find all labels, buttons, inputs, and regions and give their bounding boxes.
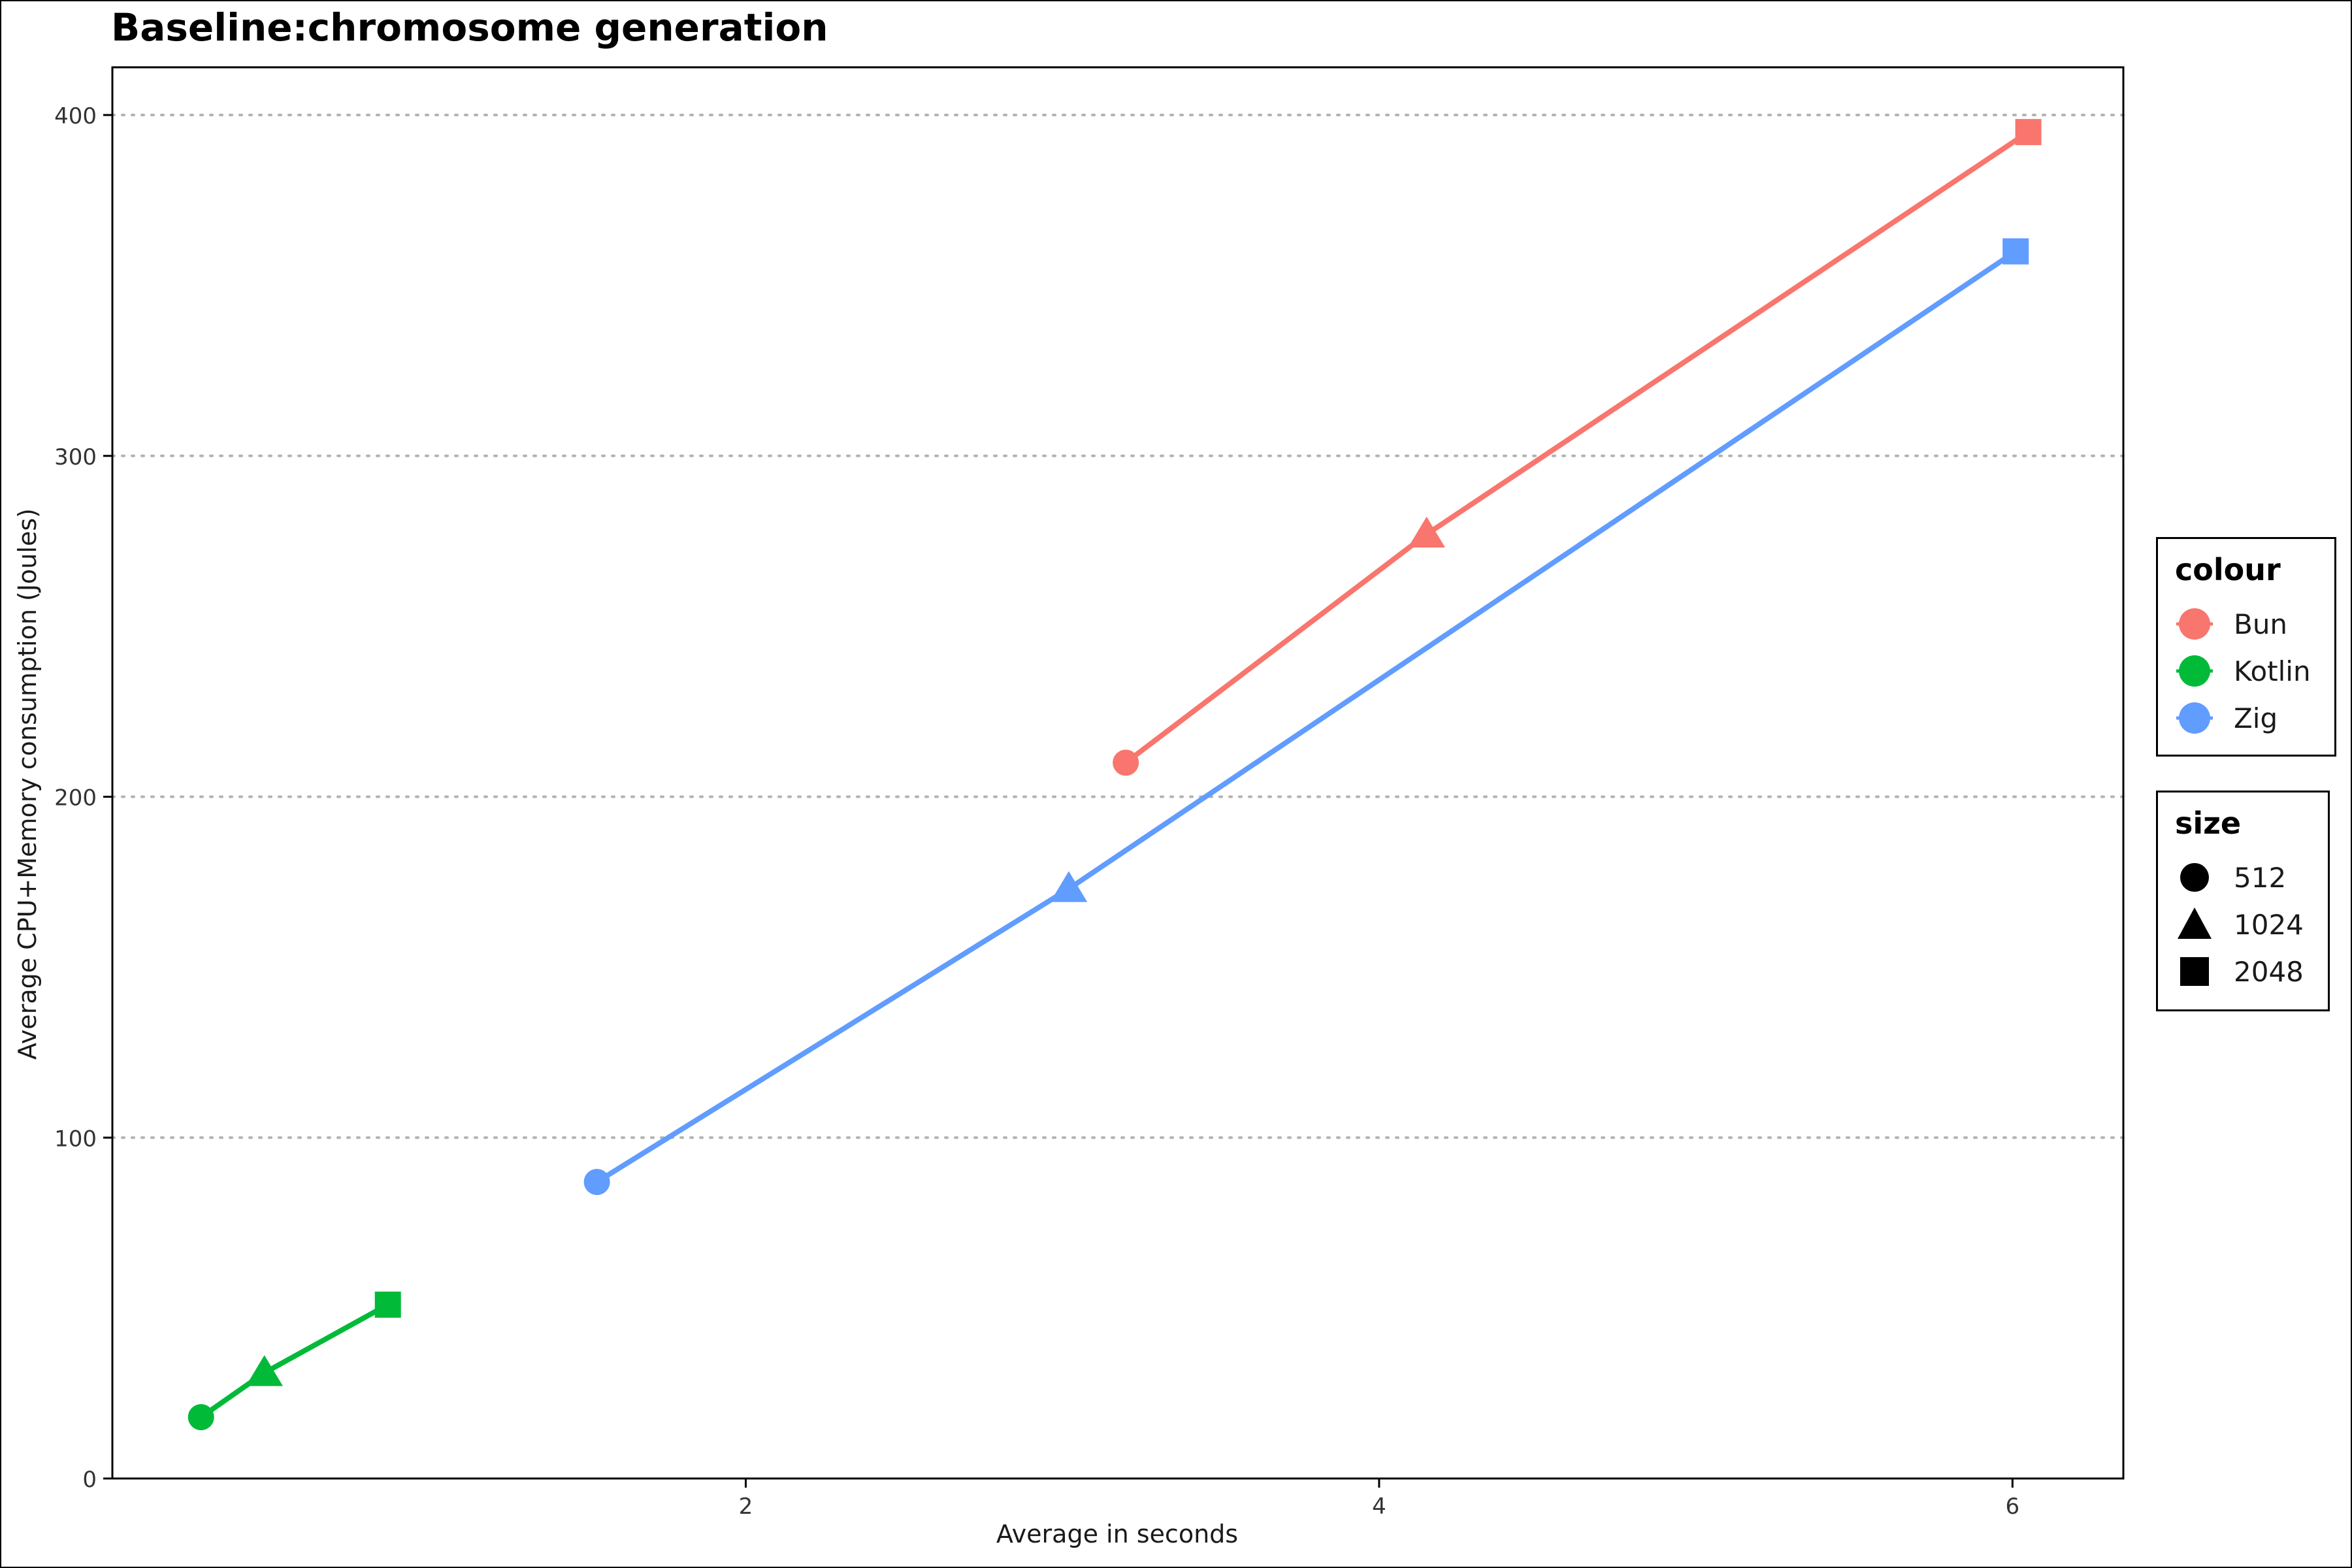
legend-size-title: size	[2175, 806, 2242, 841]
legend-label-512: 512	[2234, 862, 2287, 894]
legend-key-zig	[2176, 702, 2213, 734]
series-group	[188, 119, 2042, 1431]
series-line-bun	[1124, 129, 2030, 765]
point-kotlin-1024	[246, 1355, 284, 1386]
legend-item-kotlin: Kotlin	[2175, 651, 2351, 691]
y-tick-label-300: 300	[54, 444, 97, 470]
chart-title: Baseline:chromosome generation	[111, 5, 828, 50]
legend-colour: colour Bun Kotlin Zig	[2156, 537, 2336, 757]
x-tick-label-6: 6	[2006, 1494, 2020, 1520]
legend-key-triangle	[2178, 907, 2212, 939]
series-line-zig	[595, 249, 2017, 1184]
legend-label-kotlin: Kotlin	[2234, 655, 2311, 687]
legend-colour-title: colour	[2175, 552, 2281, 587]
series-bun	[1113, 119, 2042, 776]
point-bun-1024	[1408, 516, 1445, 548]
series-line-kotlin	[199, 1302, 389, 1420]
panel-border	[111, 66, 2125, 1480]
grid-lines	[111, 114, 2125, 1139]
legend-label-bun: Bun	[2234, 608, 2288, 640]
x-tick-label-2: 2	[739, 1494, 753, 1520]
legend-label-2048: 2048	[2234, 956, 2304, 988]
point-zig-1024	[1050, 871, 1088, 902]
point-kotlin-2048	[374, 1291, 401, 1318]
legend-label-zig: Zig	[2234, 702, 2278, 734]
legend-item-512: 512	[2175, 858, 2351, 897]
point-kotlin-512	[188, 1404, 214, 1431]
legend-key-kotlin	[2176, 655, 2213, 687]
y-tick-label-400: 400	[54, 103, 97, 129]
point-zig-2048	[2002, 238, 2029, 265]
x-tick-label-4: 4	[1372, 1494, 1386, 1520]
y-tick-label-100: 100	[54, 1126, 97, 1152]
legend-key-circle	[2180, 863, 2209, 892]
point-bun-512	[1113, 749, 1139, 776]
legend-item-2048: 2048	[2175, 952, 2351, 991]
legend-key-square	[2180, 957, 2209, 986]
series-zig	[583, 238, 2029, 1196]
y-tick-label-200: 200	[54, 785, 97, 811]
x-axis-label: Average in seconds	[996, 1520, 1239, 1548]
y-tick-label-0: 0	[82, 1467, 97, 1493]
point-bun-2048	[2015, 119, 2042, 146]
legend-item-zig: Zig	[2175, 698, 2351, 738]
legend-label-1024: 1024	[2234, 909, 2304, 941]
legend-size: size 512 1024 2048	[2156, 791, 2330, 1011]
series-kotlin	[188, 1291, 401, 1431]
legend-item-1024: 1024	[2175, 905, 2351, 944]
legend-item-bun: Bun	[2175, 604, 2351, 644]
axes: 0 100 200 300 400 2 4 6	[54, 103, 2019, 1520]
point-zig-512	[583, 1169, 610, 1196]
legend-key-bun	[2176, 608, 2213, 640]
